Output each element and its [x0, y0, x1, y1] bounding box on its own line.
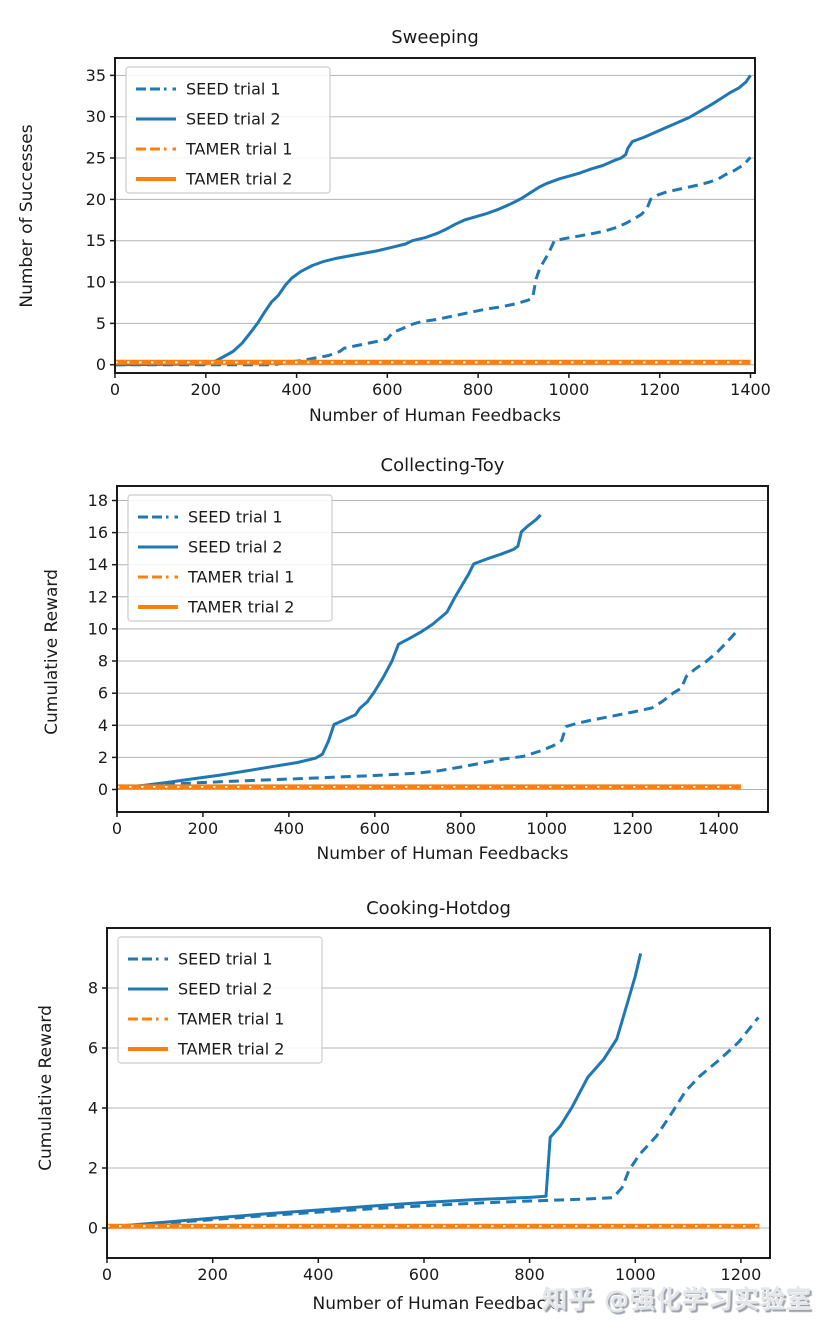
plot-border — [116, 485, 769, 813]
x-tick-label: 800 — [463, 380, 494, 399]
legend-label: SEED trial 1 — [188, 508, 283, 527]
x-tick-label: 1000 — [526, 819, 567, 838]
legend-label: SEED trial 1 — [186, 80, 281, 99]
x-tick-label: 0 — [102, 1265, 112, 1284]
legend-label: TAMER trial 2 — [185, 170, 292, 189]
y-tick-label: 20 — [86, 190, 106, 209]
x-tick-label: 400 — [303, 1265, 334, 1284]
plot-area-collecting-toy: 0 200 400 600 800 1000 1200 1400 0 2 4 6 8 10 12 14 16 18… — [88, 485, 769, 838]
y-tick-label: 10 — [86, 273, 106, 292]
y-tick-label: 2 — [98, 748, 108, 767]
y-tick-label: 16 — [88, 523, 108, 542]
x-axis-label: Number of Human Feedbacks — [316, 844, 569, 864]
y-tick-label: 14 — [88, 555, 108, 574]
legend-box — [117, 936, 323, 1064]
y-axis-label: Cumulative Reward — [42, 569, 62, 735]
x-tick-label: 0 — [110, 380, 120, 399]
y-tick-label: 6 — [98, 684, 108, 703]
chart-title: Sweeping — [391, 27, 479, 48]
legend-label: SEED trial 1 — [178, 950, 273, 969]
legend-label: TAMER trial 1 — [177, 1010, 284, 1029]
x-axis-label: Number of Human Feedbacks — [308, 406, 561, 426]
plot-border — [106, 927, 771, 1259]
y-tick-label: 4 — [88, 1099, 98, 1118]
y-tick-label: 10 — [88, 619, 108, 638]
chart-collecting-toy: 0 200 400 600 800 1000 1200 1400 0 2 4 6 8 10 12 14 16 18… — [0, 445, 816, 888]
x-tick-label: 1400 — [698, 819, 739, 838]
legend-box — [127, 494, 333, 622]
y-tick-label: 35 — [86, 66, 106, 85]
chart-sweeping: 0 200 400 600 800 1000 1200 1400 0 5 10 15 20 25 30 35 S… — [0, 0, 816, 445]
x-tick-label: 800 — [514, 1265, 545, 1284]
watermark: 知乎 @强化学习实验室 — [542, 1285, 812, 1314]
y-tick-label: 0 — [96, 355, 106, 374]
y-tick-label: 0 — [88, 1219, 98, 1238]
legend-label: TAMER trial 1 — [187, 568, 294, 587]
x-tick-label: 1400 — [730, 380, 771, 399]
x-tick-label: 1200 — [721, 1265, 762, 1284]
x-tick-label: 200 — [188, 819, 219, 838]
series-seed-trial-2 — [116, 513, 542, 790]
chart-cooking-hotdog: 0 200 400 600 800 1000 1200 0 2 4 6 8 SEED trial 1 SE… — [0, 888, 816, 1330]
y-tick-label: 30 — [86, 107, 106, 126]
x-tick-label: 800 — [446, 819, 477, 838]
chart-title: Collecting-Toy — [380, 455, 505, 476]
x-tick-label: 1200 — [612, 819, 653, 838]
chart-title: Cooking-Hotdog — [366, 898, 511, 919]
y-axis-label: Cumulative Reward — [36, 1005, 56, 1171]
y-tick-label: 6 — [88, 1039, 98, 1058]
y-axis-label: Number of Successes — [17, 124, 37, 308]
series-seed-trial-1 — [115, 156, 752, 367]
series-seed-trial-1 — [106, 1016, 760, 1229]
legend-box — [125, 66, 331, 194]
x-tick-label: 1200 — [639, 380, 680, 399]
x-tick-label: 600 — [360, 819, 391, 838]
legend-label: TAMER trial 2 — [177, 1040, 284, 1059]
series-seed-trial-2 — [114, 74, 752, 367]
y-tick-label: 18 — [88, 491, 108, 510]
legend-label: SEED trial 2 — [188, 538, 283, 557]
x-tick-label: 400 — [274, 819, 305, 838]
y-tick-label: 25 — [86, 149, 106, 168]
y-tick-label: 2 — [88, 1159, 98, 1178]
x-tick-label: 400 — [281, 380, 312, 399]
x-tick-label: 200 — [191, 380, 222, 399]
y-tick-label: 0 — [98, 780, 108, 799]
x-tick-label: 0 — [112, 819, 122, 838]
y-tick-label: 15 — [86, 231, 106, 250]
x-tick-label: 600 — [409, 1265, 440, 1284]
series-seed-trial-1 — [116, 627, 741, 789]
y-tick-label: 5 — [96, 314, 106, 333]
legend-label: SEED trial 2 — [178, 980, 273, 999]
x-axis-label: Number of Human Feedbacks — [312, 1294, 565, 1314]
x-tick-label: 1000 — [615, 1265, 656, 1284]
y-tick-label: 4 — [98, 716, 108, 735]
legend-label: SEED trial 2 — [186, 110, 281, 129]
y-tick-label: 8 — [88, 979, 98, 998]
plot-area-cooking-hotdog: 0 200 400 600 800 1000 1200 0 2 4 6 8 SEED trial 1 SE… — [88, 927, 771, 1284]
plot-border — [114, 57, 756, 374]
legend-label: TAMER trial 2 — [187, 598, 294, 617]
x-tick-label: 200 — [197, 1265, 228, 1284]
series-seed-trial-2 — [106, 953, 643, 1229]
plot-area-sweeping: 0 200 400 600 800 1000 1200 1400 0 5 10 15 20 25 30 35 S… — [86, 57, 771, 399]
x-tick-label: 1000 — [549, 380, 590, 399]
x-tick-label: 600 — [372, 380, 403, 399]
legend-label: TAMER trial 1 — [185, 140, 292, 159]
y-tick-label: 8 — [98, 652, 108, 671]
y-tick-label: 12 — [88, 587, 108, 606]
